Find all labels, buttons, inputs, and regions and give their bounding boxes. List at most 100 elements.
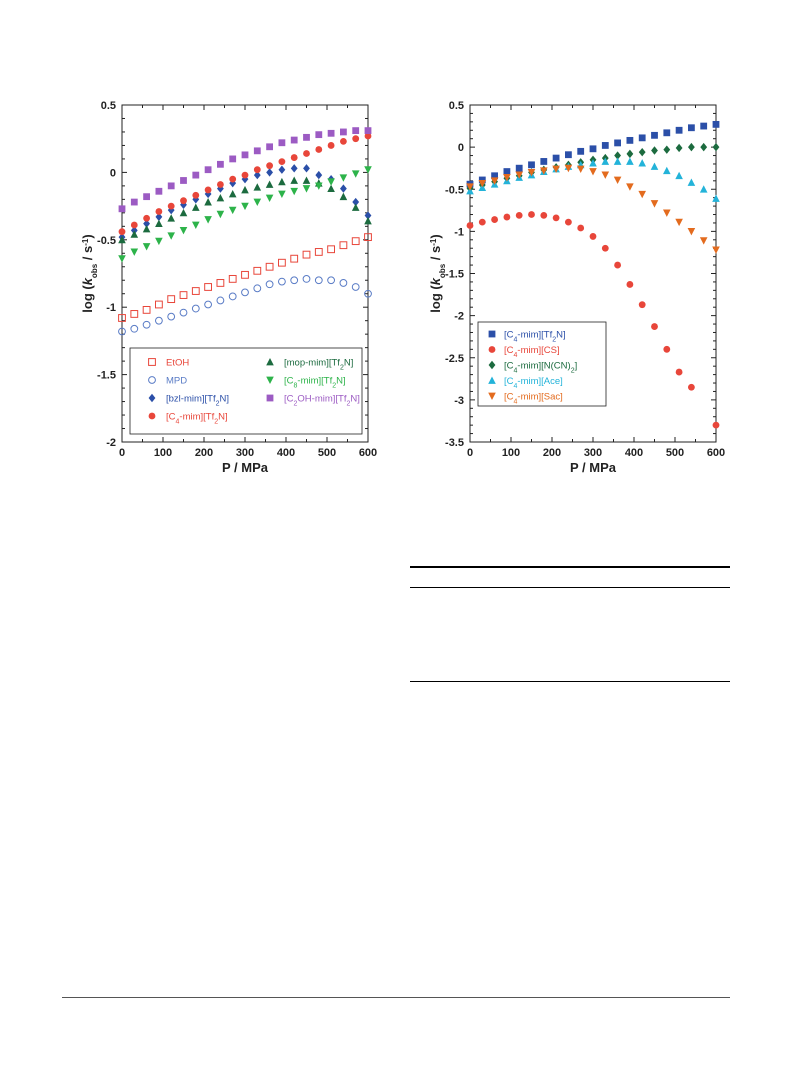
chart1-series-7-point [143,193,150,201]
chart1-series-7-point [217,160,224,168]
chart2-series-5-point [576,165,585,174]
chart2-legend-label: [C4-mim][Ace] [504,376,563,390]
chart1-series-4-point [180,197,187,205]
chart2-series-2-point [663,345,671,353]
chart1-series-4-point [266,162,273,170]
chart1-series-1-point [155,300,163,309]
chart2-series-1-point [528,161,535,169]
chart2-series-2-point [638,301,646,309]
chart1-series-4-point [143,214,150,222]
chart2-series-2-point [528,211,535,218]
chart2-series-1 [466,120,720,188]
chart2-series-2-point [712,421,720,429]
chart2-series-5-point [613,176,622,184]
chart2-x-tick-label: 300 [584,447,602,459]
chart1-series-1-point [278,258,286,267]
chart1-series-1 [118,233,372,322]
chart1-series-2-point [302,274,311,283]
chart1-series-6-point [241,202,249,211]
chart1-series-6-point [278,190,286,198]
table-top-rule [410,566,730,568]
chart1-series-3-point [364,211,372,220]
chart2-series-2-point [675,368,683,376]
chart1-series-5-point [142,225,151,233]
chart1-series-6-point [302,185,311,193]
chart1-series-6-point [142,243,151,251]
chart1-series-7-point [352,127,360,135]
chart1-series-2-point [290,276,299,285]
chart2-series-4-point [699,185,708,193]
chart1-x-tick-label: 600 [359,447,377,459]
chart1-series-6-point [339,174,348,182]
chart2-series-3-point [675,143,683,153]
chart1-series-2-point [130,324,139,333]
chart2-series-5 [466,164,720,254]
chart1-x-tick-label: 400 [277,447,295,459]
chart1-series-5-point [339,192,348,201]
chart2-series-1-point [552,154,560,162]
chart1-y-tick-label: 0 [110,167,116,179]
chart1-series-3-point [143,219,150,228]
chart1-series-5-point [155,219,163,228]
chart1-series-1-point [179,291,188,299]
chart2-series-2-point [589,233,597,240]
chart2-series-1-point [688,124,695,132]
chart1-series-4-point [364,132,372,140]
chart1-series-2-point [327,276,336,285]
chart1-series-5-point [179,208,188,217]
chart1-series-7-point [229,155,237,163]
chart2-series-5-point [638,190,646,199]
chart1-series-7-point [204,166,212,174]
chart2-series-5-point [687,227,696,236]
chart2-series-5-point [540,167,548,175]
chart1-series-7-point [253,147,261,155]
chart1-series-1-point [118,314,126,322]
chart2-series-1-point [626,136,634,144]
chart1-y-tick-label: -1 [106,302,116,314]
chart1-y-tick-label: 0.5 [101,100,116,112]
chart2-y-tick-label: -0.5 [445,184,464,196]
chart1-y-tick-label: -2 [106,437,116,449]
chart1-series-7-point [364,127,372,135]
chart1-series-3-point [130,226,138,235]
chart1-series-1-point [216,279,225,287]
chart2-series-2-point [540,211,548,219]
chart1-legend-marker [148,393,156,403]
chart2-series-5-point [601,171,610,179]
chart1-series-6-point [351,170,360,178]
chart2-series-5-point [663,209,671,217]
chart1-series-1-point [339,241,348,250]
chart2-series-1-point [614,139,621,147]
chart1-series-6-point [290,187,298,196]
chart1-series-6-point [179,226,188,235]
chart2-legend-label: [C4-mim][Tf2N] [504,330,566,344]
chart2-series-1-point [651,131,658,139]
chart2-series-2-point [614,261,621,269]
chart1-x-tick-label: 0 [119,447,125,459]
chart2-series-4-point [626,157,634,165]
chart1-series-1-point [302,250,311,259]
chart1-legend-label: [C8-mim][Tf2N] [284,376,346,390]
chart1-series-4-point [278,158,286,166]
chart1-series-6-point [204,216,212,224]
chart1-legend-marker [266,376,274,384]
chart2-series-1-point [700,122,708,130]
chart1-legend-label: EtOH [166,358,189,369]
chart1-series-5-point [241,185,249,194]
chart2-series-5-point [466,183,474,191]
chart2-series-3-point [638,147,646,157]
chart2-series-1-point [675,126,683,134]
chart2-series-2-point [651,323,658,330]
chart2-series-3-point [700,142,708,152]
chart1-series-1-point [327,245,336,254]
chart1-series-2-point [155,316,163,325]
chart1-series-2-point [314,276,323,285]
chart-left: 0 100 200 300 400 500 600 -2 -1.5 -1 -0.5 0 0.5 P / M… [80,100,377,475]
table-header-rule [410,587,730,588]
chart2-series-4-point [613,157,622,165]
chart1-series-6-point [130,248,139,256]
chart1-series-5-point [192,203,200,211]
chart1-series-1-point [241,270,249,279]
chart1-series-3-point [315,170,323,180]
chart1-series-4-point [130,221,138,229]
